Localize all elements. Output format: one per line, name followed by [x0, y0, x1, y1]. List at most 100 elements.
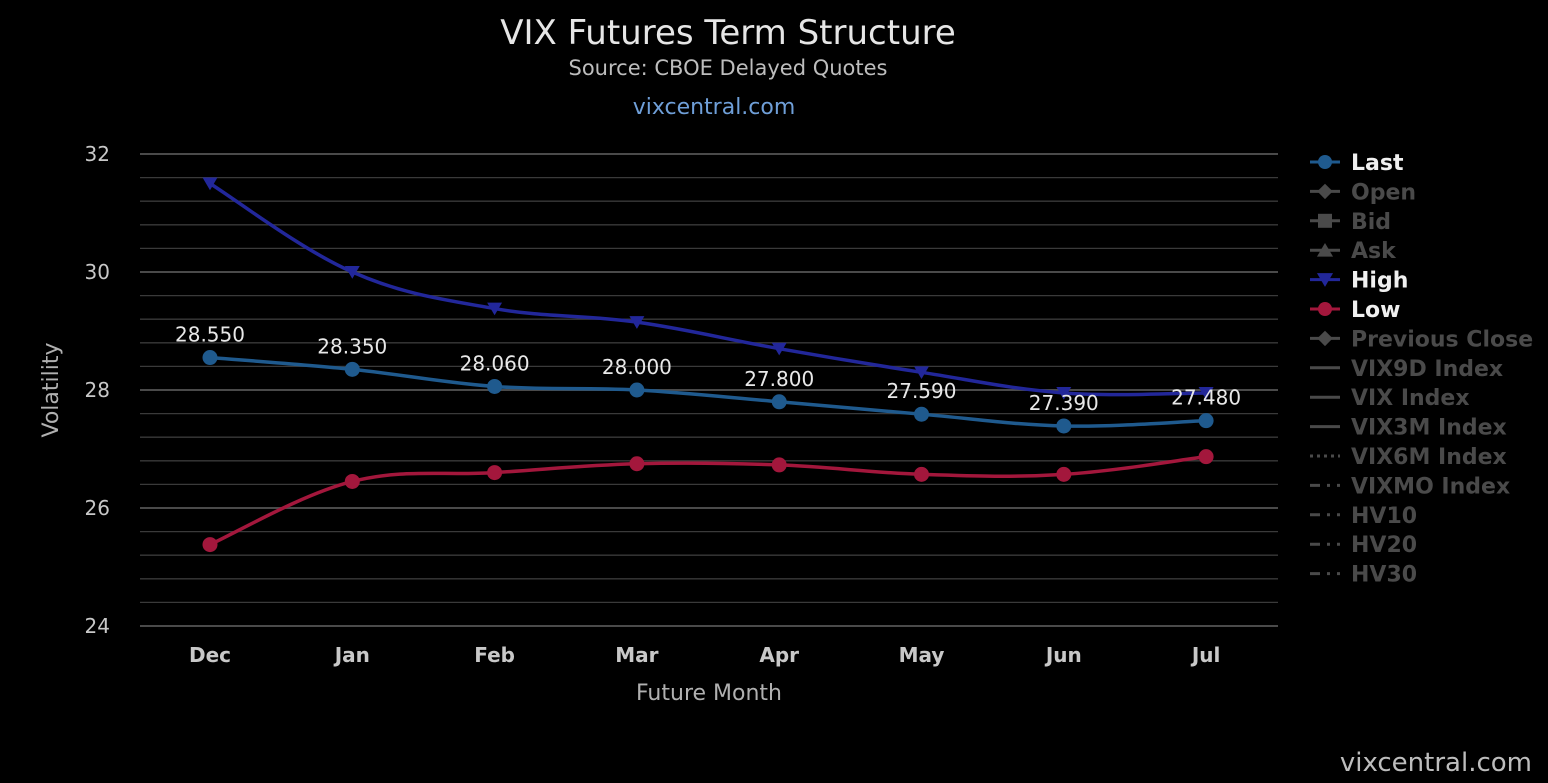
x-tick-label: Dec [189, 643, 231, 667]
series-low-point [487, 465, 503, 481]
series-last-point [344, 361, 360, 377]
legend-item-bid[interactable]: Bid [1310, 210, 1391, 235]
x-tick-label: Mar [615, 643, 658, 667]
x-axis-title: Future Month [636, 681, 782, 706]
legend-item-low[interactable]: Low [1310, 298, 1400, 323]
legend-item-vix-index[interactable]: VIX Index [1310, 386, 1470, 411]
series-high-point [202, 177, 218, 191]
y-tick-label: 28 [85, 378, 110, 402]
y-tick-label: 30 [85, 260, 110, 284]
legend-symbol-marker [1317, 183, 1333, 200]
chart-title: VIX Futures Term Structure [500, 13, 956, 53]
series-low-point [629, 456, 645, 472]
series-last-point [1056, 418, 1072, 434]
legend-label: VIX9D Index [1351, 357, 1503, 382]
credit-link[interactable]: vixcentral.com [1340, 748, 1532, 778]
series-high-point [344, 266, 360, 279]
legend-item-vix6m-index[interactable]: VIX6M Index [1310, 445, 1507, 470]
data-label-last: 28.550 [175, 323, 245, 347]
series-low-point [914, 466, 929, 482]
x-axis: Dec Jan Feb Mar Apr May Jun Jul [189, 643, 1220, 667]
legend-label: Low [1351, 298, 1400, 323]
series-high-line [209, 182, 1207, 397]
y-axis: 24 26 28 30 32 [85, 142, 110, 638]
legend-label: HV20 [1351, 533, 1417, 558]
series-layer [202, 177, 1214, 553]
legend-item-last[interactable]: Last [1310, 151, 1404, 176]
series-high[interactable] [202, 177, 1214, 400]
legend-item-vix3m-index[interactable]: VIX3M Index [1310, 416, 1507, 441]
chart-subtitle: Source: CBOE Delayed Quotes [569, 56, 888, 80]
data-label-last: 27.480 [1171, 386, 1241, 410]
series-low-point [1198, 449, 1214, 465]
series-high-point [1198, 386, 1214, 400]
y-tick-label: 24 [85, 614, 110, 638]
legend-symbol-marker [1316, 242, 1334, 257]
series-low-point [202, 537, 218, 553]
data-label-last: 28.060 [460, 351, 530, 375]
legend-symbol-marker [1316, 273, 1334, 287]
series-low-point [771, 457, 787, 473]
data-label-last: 27.390 [1029, 391, 1099, 415]
y-tick-label: 32 [85, 142, 110, 166]
data-label-last: 27.590 [887, 379, 957, 403]
x-tick-label: Feb [474, 643, 515, 667]
legend-label: VIXMO Index [1351, 474, 1510, 499]
x-tick-label: May [899, 643, 945, 667]
legend-item-vix9d-index[interactable]: VIX9D Index [1310, 357, 1503, 382]
legend: Last Open Bid Ask High Low Previous Close VIX9D… [1310, 151, 1533, 588]
series-last-point [202, 350, 218, 366]
x-tick-label: Jul [1190, 643, 1221, 667]
legend-label: HV30 [1351, 563, 1417, 588]
legend-item-high[interactable]: High [1310, 269, 1408, 294]
series-last-point [914, 406, 929, 422]
legend-label: Last [1351, 151, 1404, 176]
series-last-point [487, 378, 503, 394]
legend-label: Bid [1351, 210, 1391, 235]
site-link[interactable]: vixcentral.com [633, 95, 796, 120]
x-tick-label: Apr [759, 643, 799, 667]
legend-item-hv30[interactable]: HV30 [1310, 563, 1417, 588]
series-high-point [629, 316, 645, 329]
legend-symbol-marker [1317, 330, 1333, 347]
legend-item-open[interactable]: Open [1310, 180, 1416, 205]
series-high-point [487, 302, 503, 316]
legend-label: VIX3M Index [1351, 416, 1507, 441]
legend-symbol-marker [1318, 155, 1332, 169]
legend-item-hv20[interactable]: HV20 [1310, 533, 1417, 558]
series-low-point [344, 473, 360, 489]
series-last-point [1198, 413, 1214, 429]
data-label-last: 28.000 [602, 355, 672, 379]
legend-item-hv10[interactable]: HV10 [1310, 504, 1417, 529]
legend-item-vixmo-index[interactable]: VIXMO Index [1310, 474, 1510, 499]
series-low[interactable] [202, 449, 1214, 553]
data-label-last: 27.800 [744, 367, 814, 391]
series-last[interactable] [202, 350, 1214, 434]
legend-symbol-marker [1318, 213, 1332, 228]
legend-label: Previous Close [1351, 327, 1533, 352]
legend-label: Open [1351, 180, 1416, 205]
legend-item-ask[interactable]: Ask [1310, 239, 1397, 264]
series-last-line [209, 355, 1207, 428]
series-high-point [914, 366, 929, 380]
y-tick-label: 26 [85, 496, 110, 520]
series-low-line [209, 454, 1207, 547]
x-tick-label: Jun [1044, 643, 1082, 667]
legend-label: High [1351, 269, 1408, 294]
legend-item-previous-close[interactable]: Previous Close [1310, 327, 1533, 352]
legend-label: VIX Index [1351, 386, 1470, 411]
data-labels: 28.550 28.350 28.060 28.000 27.800 27.590 27.3… [175, 323, 1241, 415]
legend-symbol-marker [1318, 302, 1332, 316]
series-last-point [771, 394, 787, 410]
x-tick-label: Jan [333, 643, 370, 667]
y-axis-title: Volatility [39, 342, 64, 437]
series-low-point [1056, 466, 1072, 482]
grid-lines [140, 153, 1278, 627]
legend-label: Ask [1351, 239, 1397, 264]
series-high-point [1056, 386, 1072, 400]
series-high-point [771, 342, 787, 356]
legend-label: VIX6M Index [1351, 445, 1507, 470]
series-last-point [629, 382, 645, 398]
